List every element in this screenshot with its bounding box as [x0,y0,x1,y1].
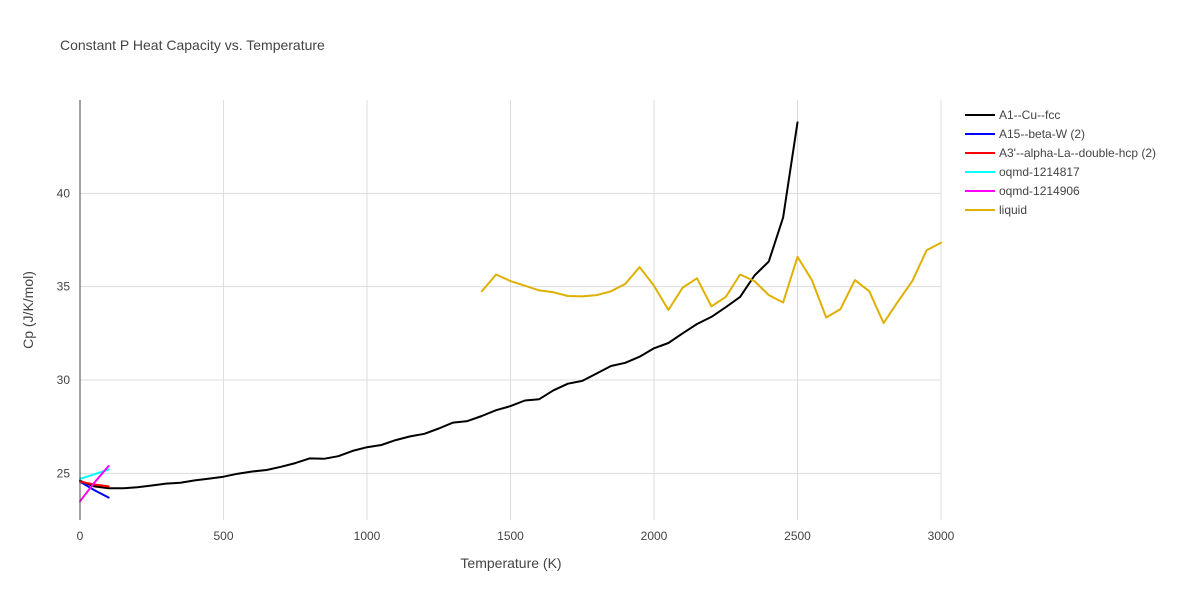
series-line-a1-cu-fcc [79,121,799,490]
y-tick-label: 40 [57,186,71,200]
series-line-liquid [480,241,942,325]
legend-item[interactable]: oqmd-1214817 [965,165,1080,179]
legend-label: A1--Cu--fcc [999,108,1060,122]
x-tick-label: 1500 [497,529,524,543]
series-line-a3-alpha-la-double-hcp-2 [79,480,110,488]
grid [80,100,942,520]
legend-label: oqmd-1214817 [999,165,1080,179]
series-layer [79,121,942,503]
x-tick-label: 2500 [784,529,811,543]
chart-title: Constant P Heat Capacity vs. Temperature [60,37,325,53]
legend-label: A15--beta-W (2) [999,127,1085,141]
series-line-oqmd-1214906 [79,464,110,503]
series-line-a15-beta-w-2 [79,480,110,499]
x-axis-ticks: 0 500 1000 1500 2000 2500 3000 [77,529,955,543]
y-tick-label: 30 [57,373,71,387]
x-tick-label: 500 [213,529,233,543]
legend-item[interactable]: liquid [965,203,1027,217]
y-tick-label: 35 [57,280,71,294]
legend-item[interactable]: A3'--alpha-La--double-hcp (2) [965,146,1156,160]
legend-label: oqmd-1214906 [999,184,1080,198]
legend[interactable]: A1--Cu--fcc A15--beta-W (2) A3'--alpha-La-… [965,108,1156,217]
x-tick-label: 1000 [354,529,381,543]
legend-label: A3'--alpha-La--double-hcp (2) [999,146,1156,160]
legend-item[interactable]: oqmd-1214906 [965,184,1080,198]
y-tick-label: 25 [57,466,71,480]
x-axis-title: Temperature (K) [460,555,561,571]
y-axis-title: Cp (J/K/mol) [20,271,36,349]
y-axis-ticks: 25 30 35 40 [57,186,71,480]
legend-label: liquid [999,203,1027,217]
x-tick-label: 2000 [641,529,668,543]
legend-item[interactable]: A1--Cu--fcc [965,108,1060,122]
legend-item[interactable]: A15--beta-W (2) [965,127,1085,141]
x-tick-label: 0 [77,529,84,543]
x-tick-label: 3000 [928,529,955,543]
